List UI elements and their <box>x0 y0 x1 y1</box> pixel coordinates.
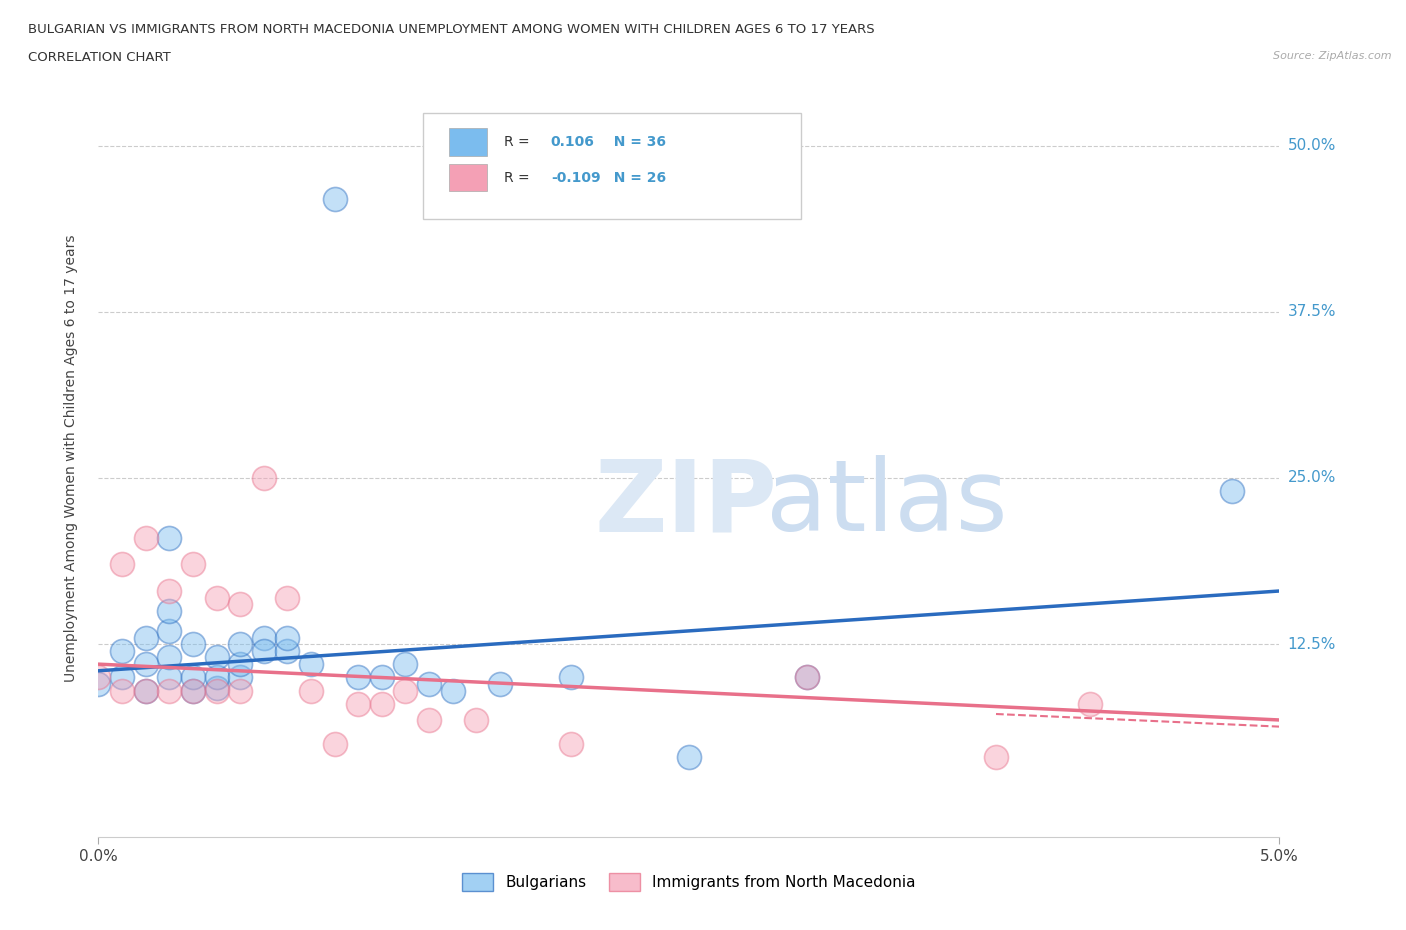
Point <box>111 670 134 684</box>
Point <box>111 684 134 698</box>
Text: CORRELATION CHART: CORRELATION CHART <box>28 51 172 64</box>
Text: N = 26: N = 26 <box>605 170 666 184</box>
Text: 25.0%: 25.0% <box>1288 471 1336 485</box>
Point <box>87 670 110 684</box>
Point <box>157 670 180 684</box>
Point <box>135 657 157 671</box>
Point <box>1220 484 1243 498</box>
Point <box>253 631 276 645</box>
FancyBboxPatch shape <box>423 113 801 219</box>
Point <box>371 670 394 684</box>
Point <box>205 650 228 665</box>
Point <box>135 684 157 698</box>
Point <box>418 712 440 727</box>
Text: atlas: atlas <box>766 455 1007 552</box>
Point <box>229 597 252 612</box>
Point <box>229 670 252 684</box>
Text: 12.5%: 12.5% <box>1288 637 1336 652</box>
Point <box>111 557 134 572</box>
Point <box>299 684 322 698</box>
Point <box>135 530 157 545</box>
Point <box>135 684 157 698</box>
Point <box>229 637 252 652</box>
Text: BULGARIAN VS IMMIGRANTS FROM NORTH MACEDONIA UNEMPLOYMENT AMONG WOMEN WITH CHILD: BULGARIAN VS IMMIGRANTS FROM NORTH MACED… <box>28 23 875 36</box>
Point <box>678 750 700 764</box>
Point <box>87 677 110 692</box>
Point <box>560 670 582 684</box>
Point <box>181 637 204 652</box>
Point <box>299 657 322 671</box>
Point <box>181 670 204 684</box>
Point <box>796 670 818 684</box>
Point <box>205 684 228 698</box>
FancyBboxPatch shape <box>449 128 486 155</box>
Point <box>229 684 252 698</box>
Point <box>418 677 440 692</box>
Y-axis label: Unemployment Among Women with Children Ages 6 to 17 years: Unemployment Among Women with Children A… <box>63 234 77 682</box>
Point <box>157 583 180 598</box>
Point <box>157 623 180 638</box>
Point <box>489 677 512 692</box>
Point <box>394 657 416 671</box>
Text: Source: ZipAtlas.com: Source: ZipAtlas.com <box>1274 51 1392 61</box>
Point <box>205 670 228 684</box>
Text: 50.0%: 50.0% <box>1288 138 1336 153</box>
Point <box>205 591 228 605</box>
Point <box>181 684 204 698</box>
Point <box>229 657 252 671</box>
FancyBboxPatch shape <box>449 164 486 192</box>
Point <box>135 631 157 645</box>
Text: R =: R = <box>503 135 533 149</box>
Text: 0.106: 0.106 <box>551 135 595 149</box>
Text: -0.109: -0.109 <box>551 170 600 184</box>
Legend: Bulgarians, Immigrants from North Macedonia: Bulgarians, Immigrants from North Macedo… <box>457 867 921 897</box>
Point <box>560 737 582 751</box>
Point <box>347 697 370 711</box>
Point <box>253 644 276 658</box>
Point <box>371 697 394 711</box>
Point <box>984 750 1007 764</box>
Point <box>205 681 228 696</box>
Point <box>276 631 298 645</box>
Point <box>441 684 464 698</box>
Point <box>111 644 134 658</box>
Text: ZIP: ZIP <box>595 455 778 552</box>
Point <box>347 670 370 684</box>
Point <box>276 591 298 605</box>
Point <box>323 192 346 206</box>
Point <box>323 737 346 751</box>
Point <box>394 684 416 698</box>
Text: N = 36: N = 36 <box>605 135 666 149</box>
Point <box>253 471 276 485</box>
Point <box>157 684 180 698</box>
Point <box>1080 697 1102 711</box>
Point <box>276 644 298 658</box>
Point <box>181 557 204 572</box>
Point <box>157 604 180 618</box>
Point <box>157 650 180 665</box>
Point <box>465 712 488 727</box>
Text: R =: R = <box>503 170 533 184</box>
Text: 37.5%: 37.5% <box>1288 304 1336 319</box>
Point <box>181 684 204 698</box>
Point <box>157 530 180 545</box>
Point <box>796 670 818 684</box>
